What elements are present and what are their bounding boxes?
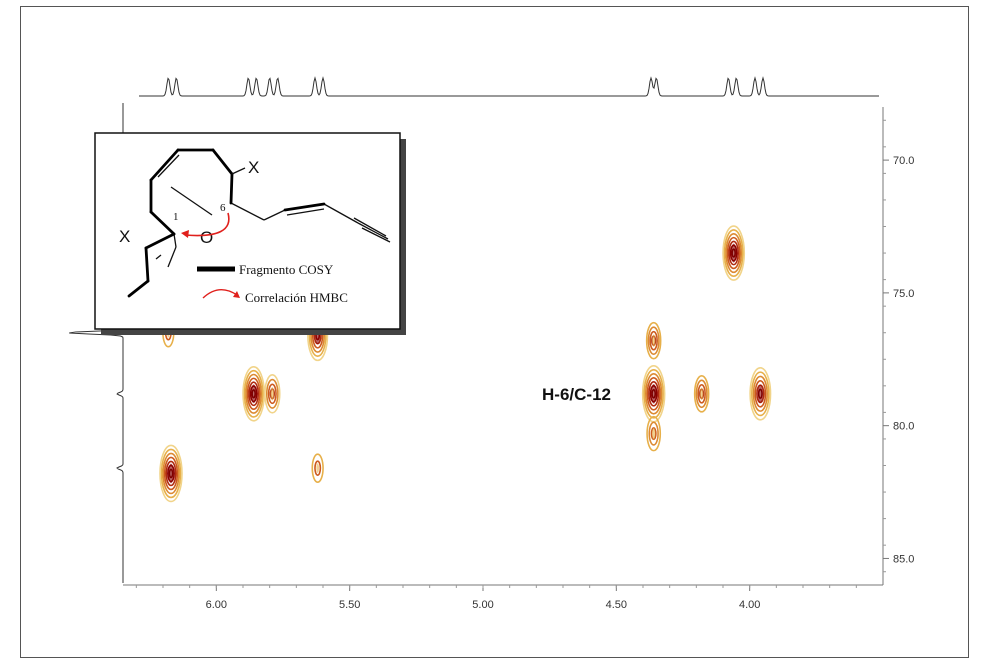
cross-peak	[645, 321, 662, 360]
cross-peak	[646, 415, 662, 452]
cross-peak	[159, 444, 183, 503]
hmbc-arrowhead	[181, 230, 189, 238]
legend-hmbc-arrowhead	[233, 291, 240, 298]
legend-hmbc-swatch	[202, 289, 238, 299]
locant-6: 6	[220, 202, 226, 214]
x-tick-label: 5.00	[472, 599, 493, 611]
inset-box	[94, 132, 401, 330]
x-axis-ticks: 6.00 5.50 5.00 4.50 4.00	[135, 585, 857, 611]
legend-hmbc-label: Correlación HMBC	[245, 290, 348, 305]
atom-x-left: X	[119, 227, 130, 246]
correlation-label: H-6/C-12	[542, 385, 611, 404]
y-axis-ticks: 70.0 75.0 80.0 85.0	[883, 119, 914, 573]
proton-projection-trace	[139, 76, 879, 97]
x-tick-label: 4.50	[606, 599, 627, 611]
x-tick-label: 6.00	[206, 599, 227, 611]
x-tick-label: 5.50	[339, 599, 360, 611]
cross-peak	[641, 364, 666, 423]
locant-1: 1	[173, 211, 179, 223]
hsqc-spectrum: 6.00 5.50 5.00 4.50 4.00 70.0 75.0 80.0 85.0 H-…	[69, 76, 914, 611]
double-bond-lines	[157, 154, 325, 216]
y-tick-label: 75.0	[893, 288, 914, 300]
cross-peak	[264, 373, 281, 414]
y-tick-label: 70.0	[893, 155, 914, 167]
figure-frame: 6.00 5.50 5.00 4.50 4.00 70.0 75.0 80.0 85.0 H-…	[20, 6, 969, 658]
atom-x-top: X	[248, 158, 259, 177]
molecule-skeleton	[155, 186, 391, 268]
cross-peaks	[159, 225, 772, 503]
legend-cosy-label: Fragmento COSY	[239, 262, 334, 277]
x-tick-label: 4.00	[739, 599, 760, 611]
hmbc-arrow	[184, 212, 230, 237]
y-tick-label: 85.0	[893, 553, 914, 565]
x-top-bond	[231, 167, 246, 175]
cross-peak	[749, 366, 772, 421]
cross-peak	[242, 365, 266, 422]
cross-peak	[693, 374, 710, 413]
structure-inset: X X O 1 6 Fragmento COSY Correlación HMB…	[94, 132, 406, 335]
cosy-fragment-bonds	[127, 148, 326, 298]
y-tick-label: 80.0	[893, 421, 914, 433]
cross-peak	[722, 225, 746, 281]
atom-oxygen: O	[200, 228, 213, 247]
cross-peak	[311, 453, 324, 483]
